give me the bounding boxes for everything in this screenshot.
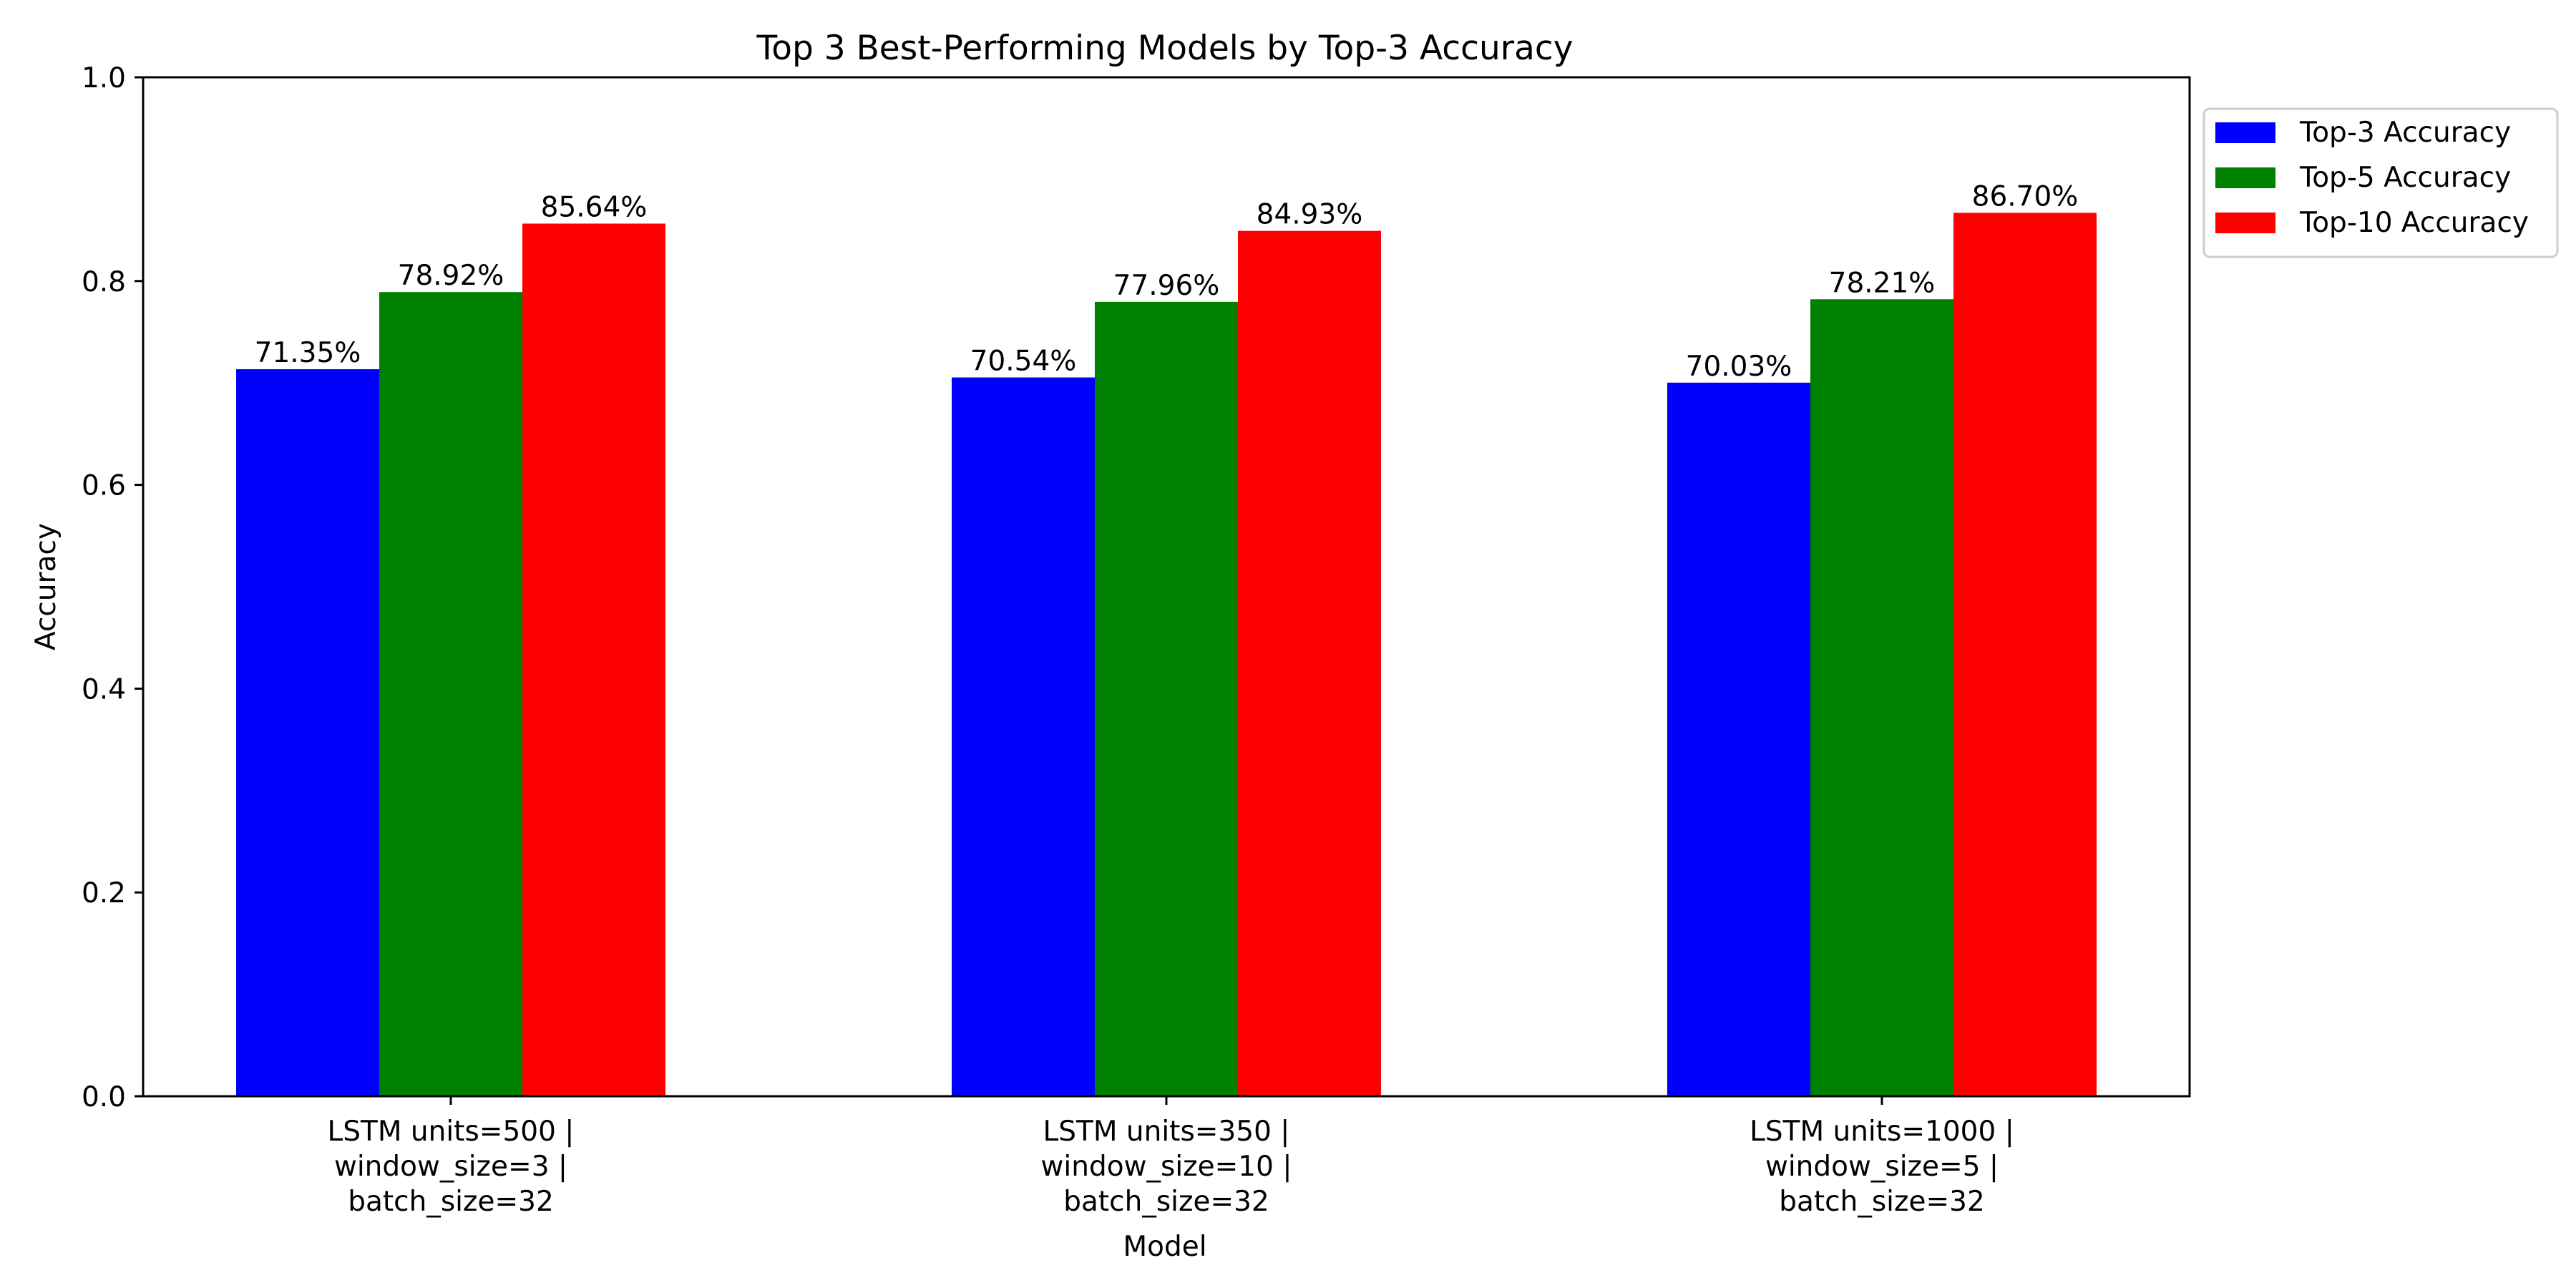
bar-2-3 bbox=[1810, 299, 1953, 1097]
bar-3-3 bbox=[1953, 213, 2097, 1097]
data-label-3-2: 84.93% bbox=[1257, 199, 1363, 231]
data-label-2-2: 77.96% bbox=[1113, 270, 1220, 302]
x-tick-label: LSTM units=1000 | window_size=5 | batch_si… bbox=[1750, 1116, 2014, 1218]
y-axis-label: Accuracy bbox=[30, 523, 62, 650]
legend-swatch-3 bbox=[2215, 213, 2275, 233]
x-tick-label-line: window_size=5 | bbox=[1765, 1151, 1999, 1183]
y-tick-label: 0.2 bbox=[82, 877, 126, 909]
legend-label-1: Top-3 Accuracy bbox=[2299, 117, 2511, 149]
y-tick-label: 0.8 bbox=[82, 266, 126, 298]
bar-1-1 bbox=[236, 369, 379, 1096]
data-label-1-1: 71.35% bbox=[255, 337, 361, 369]
bar-3-1 bbox=[522, 223, 665, 1097]
bar-1-3 bbox=[1667, 382, 1810, 1096]
data-label-1-3: 70.03% bbox=[1686, 351, 1792, 383]
bar-2-1 bbox=[379, 292, 522, 1096]
data-label-2-3: 78.21% bbox=[1829, 267, 1936, 299]
y-tick-label: 1.0 bbox=[82, 62, 126, 94]
x-axis-label: Model bbox=[1123, 1231, 1206, 1263]
data-label-3-3: 86.70% bbox=[1972, 180, 2079, 213]
x-tick-label: LSTM units=500 | window_size=3 | batch_siz… bbox=[328, 1116, 575, 1218]
x-tick-label-line: window_size=10 | bbox=[1041, 1151, 1292, 1183]
data-label-2-1: 78.92% bbox=[398, 260, 504, 292]
y-tick-label: 0.6 bbox=[82, 470, 126, 502]
legend-box bbox=[2202, 107, 2559, 258]
x-tick-label-line: LSTM units=350 | bbox=[1043, 1116, 1290, 1148]
x-tick-label-line: window_size=3 | bbox=[334, 1151, 567, 1183]
x-tick-label-line: batch_size=32 bbox=[1779, 1186, 1985, 1218]
legend-swatch-2 bbox=[2215, 167, 2275, 188]
x-tick-label-line: batch_size=32 bbox=[1063, 1186, 1269, 1218]
bars-layer bbox=[236, 213, 2097, 1097]
legend: Top-3 Accuracy Top-5 Accuracy Top-10 Accur… bbox=[2202, 107, 2559, 258]
chart-title: Top 3 Best-Performing Models by Top-3 Ac… bbox=[756, 29, 1573, 68]
data-labels-layer: 71.35% 70.54% 70.03% 78.92% 77.96% 78.21% 85.6… bbox=[255, 180, 2079, 382]
x-tick-label-line: batch_size=32 bbox=[348, 1186, 554, 1218]
y-tick-label: 0.0 bbox=[82, 1081, 126, 1113]
legend-label-3: Top-10 Accuracy bbox=[2299, 207, 2529, 239]
legend-label-2: Top-5 Accuracy bbox=[2299, 162, 2511, 194]
data-label-1-2: 70.54% bbox=[970, 346, 1077, 378]
x-tick-label: LSTM units=350 | window_size=10 | batch_si… bbox=[1041, 1116, 1292, 1218]
x-tick-label-line: LSTM units=1000 | bbox=[1750, 1116, 2014, 1148]
x-tick-label-line: LSTM units=500 | bbox=[328, 1116, 575, 1148]
legend-swatch-1 bbox=[2215, 122, 2275, 143]
data-label-3-1: 85.64% bbox=[541, 191, 648, 223]
bar-1-2 bbox=[952, 377, 1095, 1096]
bar-2-2 bbox=[1095, 301, 1238, 1096]
bar-3-2 bbox=[1238, 230, 1381, 1096]
y-tick-label: 0.4 bbox=[82, 673, 126, 706]
